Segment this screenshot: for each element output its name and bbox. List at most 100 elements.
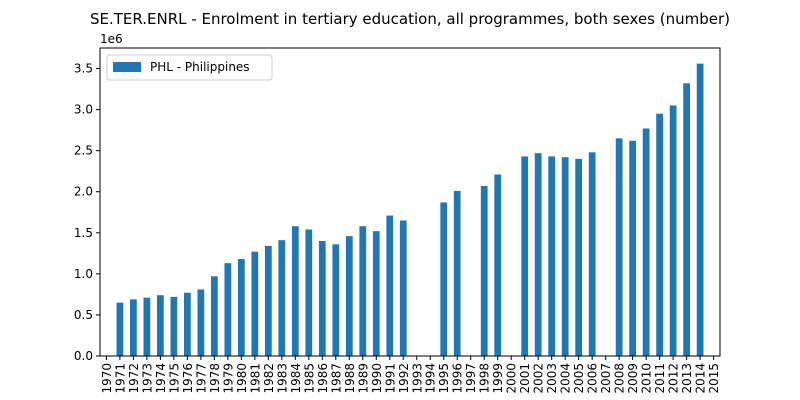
- x-tick-label: 2003: [545, 363, 559, 394]
- x-tick-label: 1974: [154, 363, 168, 394]
- legend-box: [106, 54, 273, 81]
- bar-1975: [170, 296, 178, 356]
- bar-1974: [157, 295, 164, 356]
- x-tick-label: 1971: [113, 363, 127, 394]
- bar-1999: [494, 174, 502, 356]
- x-tick-label: 1992: [397, 363, 411, 394]
- bar-1998: [480, 185, 488, 356]
- bar-1991: [386, 215, 394, 356]
- x-tick-label: 1999: [491, 363, 505, 394]
- y-axis-offset-label: 1e6: [100, 32, 123, 46]
- bar-1989: [359, 226, 367, 356]
- x-tick-label: 1981: [248, 363, 262, 394]
- bar-2014: [696, 63, 704, 357]
- bar-1987: [332, 244, 340, 356]
- x-tick-label: 1976: [181, 363, 195, 394]
- x-tick-label: 1990: [370, 363, 384, 394]
- x-tick-label: 2001: [518, 363, 532, 394]
- x-tick-label: 1995: [437, 363, 451, 394]
- x-tick-label: 2013: [680, 363, 694, 394]
- x-tick-label: 1993: [410, 363, 424, 394]
- x-tick-label: 1977: [194, 363, 208, 394]
- bar-1972: [130, 299, 137, 356]
- y-tick-label: 0.5: [74, 308, 93, 322]
- bar-1986: [318, 241, 326, 356]
- x-tick-label: 2012: [667, 363, 681, 394]
- x-tick-label: 1996: [451, 363, 465, 394]
- x-tick-label: 1975: [167, 363, 181, 394]
- x-tick-label: 1987: [329, 363, 343, 394]
- bar-2002: [534, 153, 542, 356]
- bars-layer: [116, 63, 704, 357]
- x-axis: 1970 1971 1972 1973 1974 1975 1976 1977 1978 1979…: [100, 356, 721, 394]
- x-tick-label: 1994: [424, 363, 438, 394]
- x-tick-label: 2000: [505, 363, 519, 394]
- y-tick-label: 2.5: [74, 144, 93, 158]
- bar-1971: [116, 302, 124, 356]
- bar-2012: [669, 105, 677, 357]
- bar-2013: [683, 83, 690, 356]
- x-tick-label: 1998: [478, 363, 492, 394]
- x-tick-label: 2014: [694, 363, 708, 394]
- bar-1980: [237, 259, 245, 356]
- y-tick-label: 3.5: [74, 62, 93, 76]
- x-tick-label: 1984: [289, 363, 303, 394]
- bar-1985: [305, 229, 313, 356]
- x-tick-label: 1978: [208, 363, 222, 394]
- x-tick-label: 2005: [572, 363, 586, 394]
- bar-1973: [143, 297, 151, 356]
- bar-1977: [197, 289, 205, 356]
- x-tick-label: 1986: [316, 363, 330, 394]
- y-axis: 0.0 0.5 1.0 1.5 2.0 2.5 3.0 3.5: [74, 62, 100, 363]
- chart-title: SE.TER.ENRL - Enrolment in tertiary educ…: [90, 10, 730, 28]
- y-tick-label: 1.5: [74, 226, 93, 240]
- x-tick-label: 1979: [221, 363, 235, 394]
- bar-1979: [224, 263, 232, 356]
- bar-1976: [183, 292, 191, 356]
- x-tick-label: 2007: [599, 363, 613, 394]
- bar-1996: [453, 190, 461, 356]
- y-tick-label: 1.0: [74, 267, 93, 281]
- x-tick-label: 1973: [140, 363, 154, 394]
- x-tick-label: 1983: [275, 363, 289, 394]
- bar-2006: [588, 152, 596, 356]
- x-tick-label: 2006: [586, 363, 600, 394]
- legend-label: PHL - Philippines: [150, 60, 250, 74]
- x-tick-label: 1982: [262, 363, 276, 394]
- bar-1984: [291, 226, 299, 356]
- y-tick-label: 2.0: [74, 185, 93, 199]
- x-tick-label: 1970: [100, 363, 114, 394]
- x-tick-label: 2015: [707, 363, 721, 394]
- x-tick-label: 1985: [302, 363, 316, 394]
- y-tick-label: 0.0: [74, 349, 93, 363]
- bar-2003: [548, 156, 556, 356]
- x-tick-label: 1989: [356, 363, 370, 394]
- x-tick-label: 2009: [626, 363, 640, 394]
- bar-1992: [399, 220, 407, 356]
- bar-1988: [345, 236, 353, 356]
- x-tick-label: 2008: [613, 363, 627, 394]
- bar-2009: [629, 140, 637, 356]
- x-tick-label: 2010: [640, 363, 654, 394]
- bar-1990: [372, 231, 380, 356]
- bar-2011: [656, 113, 663, 357]
- legend-swatch: [113, 62, 141, 72]
- x-tick-label: 1988: [343, 363, 357, 394]
- bar-2001: [521, 156, 529, 356]
- bar-1983: [278, 240, 286, 356]
- x-tick-label: 1991: [383, 363, 397, 394]
- bar-2005: [575, 158, 583, 356]
- bar-2004: [561, 157, 569, 356]
- x-tick-label: 2011: [653, 363, 667, 394]
- bar-1981: [251, 251, 259, 356]
- bar-1982: [264, 245, 272, 356]
- plot-frame: [99, 47, 721, 357]
- x-tick-label: 1980: [235, 363, 249, 394]
- x-tick-label: 1972: [127, 363, 141, 394]
- bar-1978: [210, 276, 218, 356]
- legend: PHL - Philippines: [106, 54, 273, 81]
- bar-2008: [615, 138, 623, 356]
- bar-2010: [642, 128, 650, 356]
- x-tick-label: 2004: [559, 363, 573, 394]
